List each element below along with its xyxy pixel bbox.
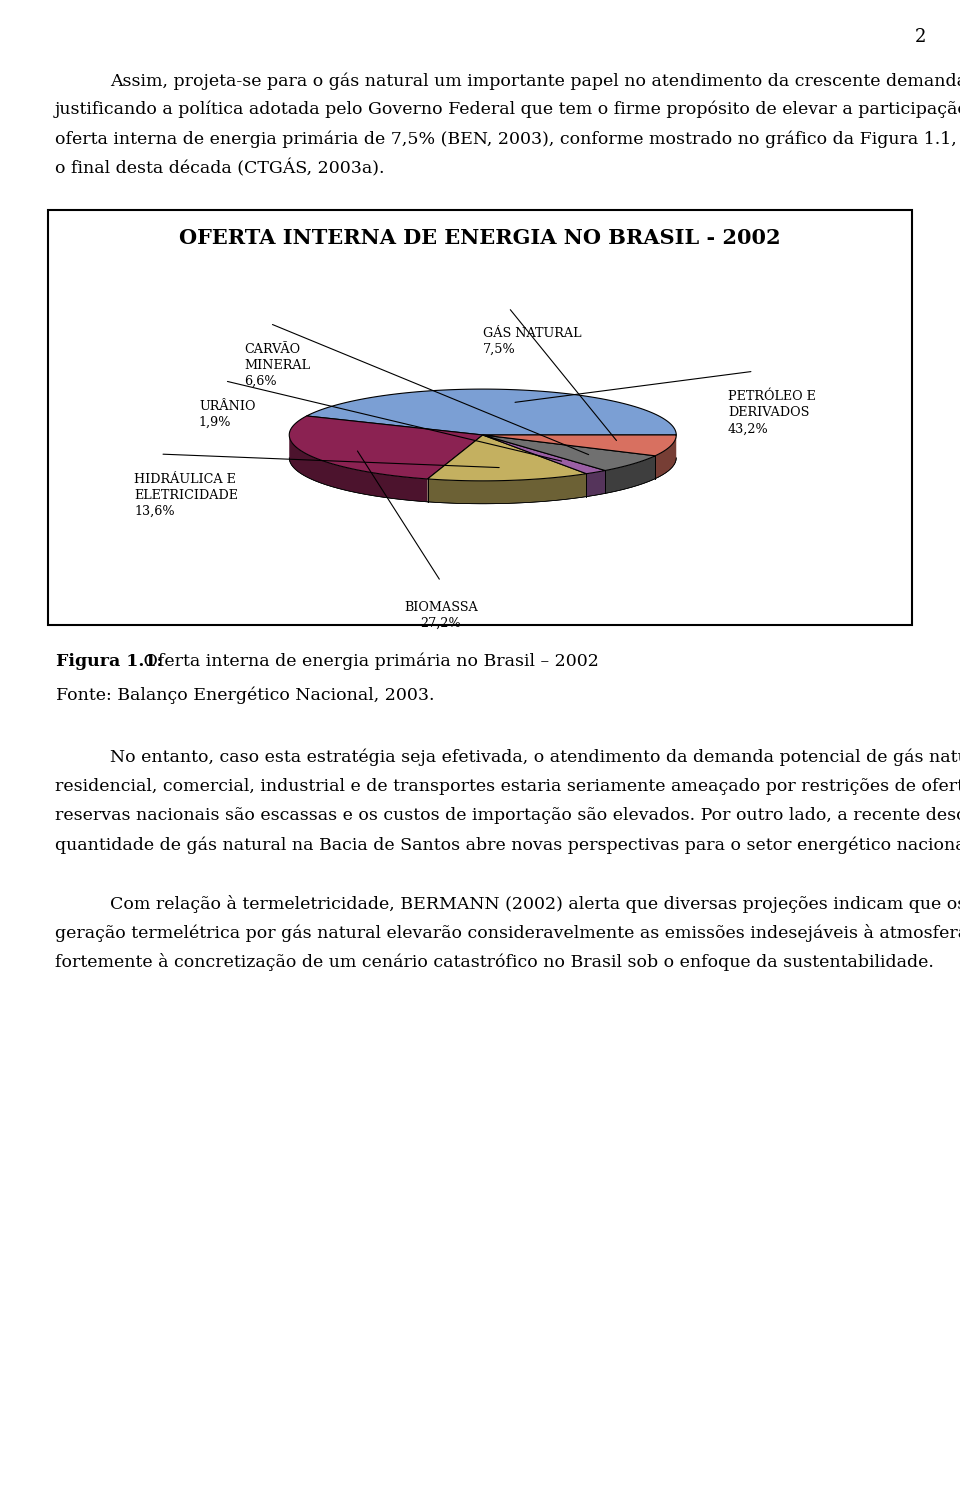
Polygon shape [427,474,587,503]
Text: fortemente à concretização de um cenário catastrófico no Brasil sob o enfoque da: fortemente à concretização de um cenário… [55,953,934,971]
Text: No entanto, caso esta estratégia seja efetivada, o atendimento da demanda potenc: No entanto, caso esta estratégia seja ef… [110,748,960,766]
Text: GÁS NATURAL
7,5%: GÁS NATURAL 7,5% [483,327,581,356]
Polygon shape [483,435,676,456]
Polygon shape [605,456,655,493]
Polygon shape [587,471,605,496]
Polygon shape [655,435,676,478]
Text: BIOMASSA
27,2%: BIOMASSA 27,2% [404,601,478,629]
Polygon shape [483,435,605,474]
Text: CARVÃO
MINERAL
6,6%: CARVÃO MINERAL 6,6% [244,342,310,387]
Text: quantidade de gás natural na Bacia de Santos abre novas perspectivas para o seto: quantidade de gás natural na Bacia de Sa… [55,837,960,853]
Text: reservas nacionais são escassas e os custos de importação são elevados. Por outr: reservas nacionais são escassas e os cus… [55,807,960,825]
Text: residencial, comercial, industrial e de transportes estaria seriamente ameaçado : residencial, comercial, industrial e de … [55,778,960,795]
Text: PETRÓLEO E
DERIVADOS
43,2%: PETRÓLEO E DERIVADOS 43,2% [728,390,816,435]
Polygon shape [427,435,587,481]
Polygon shape [289,435,427,502]
Text: OFERTA INTERNA DE ENERGIA NO BRASIL - 2002: OFERTA INTERNA DE ENERGIA NO BRASIL - 20… [180,229,780,248]
Text: Com relação à termeletricidade, BERMANN (2002) alerta que diversas projeções ind: Com relação à termeletricidade, BERMANN … [110,895,960,913]
Text: 2: 2 [914,28,925,46]
Text: Fonte: Balanço Energético Nacional, 2003.: Fonte: Balanço Energético Nacional, 2003… [56,687,435,705]
Text: Figura 1.1:: Figura 1.1: [56,653,163,669]
Bar [48,211,912,624]
Polygon shape [289,415,483,480]
Text: justificando a política adotada pelo Governo Federal que tem o firme propósito d: justificando a política adotada pelo Gov… [55,102,960,118]
Polygon shape [483,435,655,471]
Text: oferta interna de energia primária de 7,5% (BEN, 2003), conforme mostrado no grá: oferta interna de energia primária de 7,… [55,130,960,148]
Text: geração termelétrica por gás natural elevarão consideravelmente as emissões inde: geração termelétrica por gás natural ele… [55,923,960,943]
Polygon shape [306,388,676,435]
Text: Assim, projeta-se para o gás natural um importante papel no atendimento da cresc: Assim, projeta-se para o gás natural um … [110,72,960,90]
Text: HIDRÁULICA E
ELETRICIDADE
13,6%: HIDRÁULICA E ELETRICIDADE 13,6% [134,474,238,518]
Text: o final desta década (CTGÁS, 2003a).: o final desta década (CTGÁS, 2003a). [55,158,385,178]
Text: Oferta interna de energia primária no Brasil – 2002: Oferta interna de energia primária no Br… [138,653,599,671]
Text: URÂNIO
1,9%: URÂNIO 1,9% [199,400,255,429]
